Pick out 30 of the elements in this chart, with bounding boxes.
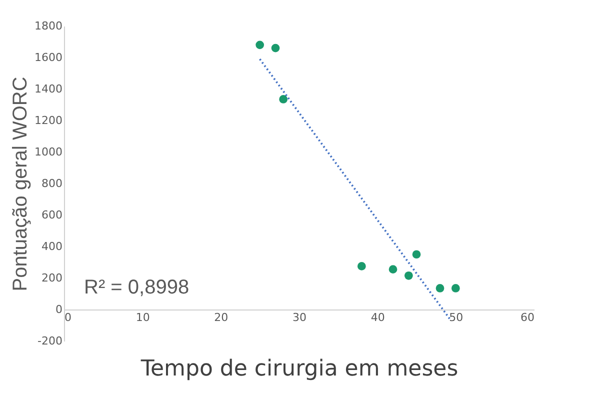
y-tick-label: 0 — [56, 303, 62, 316]
point — [436, 284, 444, 292]
y-axis-title: Pontuação geral WORC — [10, 76, 32, 292]
point — [256, 40, 264, 50]
x-tick-label: 60 — [520, 311, 534, 324]
y-tick-label: 200 — [42, 272, 62, 284]
point — [404, 271, 413, 280]
y-tick-label: 800 — [42, 177, 62, 190]
x-tick-label: 10 — [136, 311, 150, 324]
point — [388, 265, 398, 274]
y-tick-label: 1400 — [34, 82, 62, 96]
x-tick-label: 40 — [370, 311, 385, 324]
x-tick-label: 30 — [292, 311, 306, 324]
y-tick-label: 600 — [42, 208, 62, 222]
y-tick-label: 1600 — [34, 51, 62, 64]
y-tick-label: 1800 — [34, 20, 62, 32]
x-tick-label: 0 — [64, 311, 72, 324]
y-tick-label: 1000 — [34, 146, 62, 158]
y-tick-label: 1200 — [34, 114, 62, 127]
y-tick-label: -200 — [38, 334, 62, 348]
x-tick-label: 20 — [214, 311, 228, 324]
point — [412, 250, 421, 259]
y-tick-label: 400 — [42, 240, 62, 253]
annotation: R² = 0,8998 — [84, 276, 190, 298]
x-tick-label: 50 — [449, 311, 464, 324]
point — [357, 262, 366, 270]
point — [451, 284, 460, 292]
x-axis-title: Tempo de cirurgia em meses — [140, 356, 458, 382]
point — [271, 44, 280, 52]
point — [279, 95, 288, 104]
